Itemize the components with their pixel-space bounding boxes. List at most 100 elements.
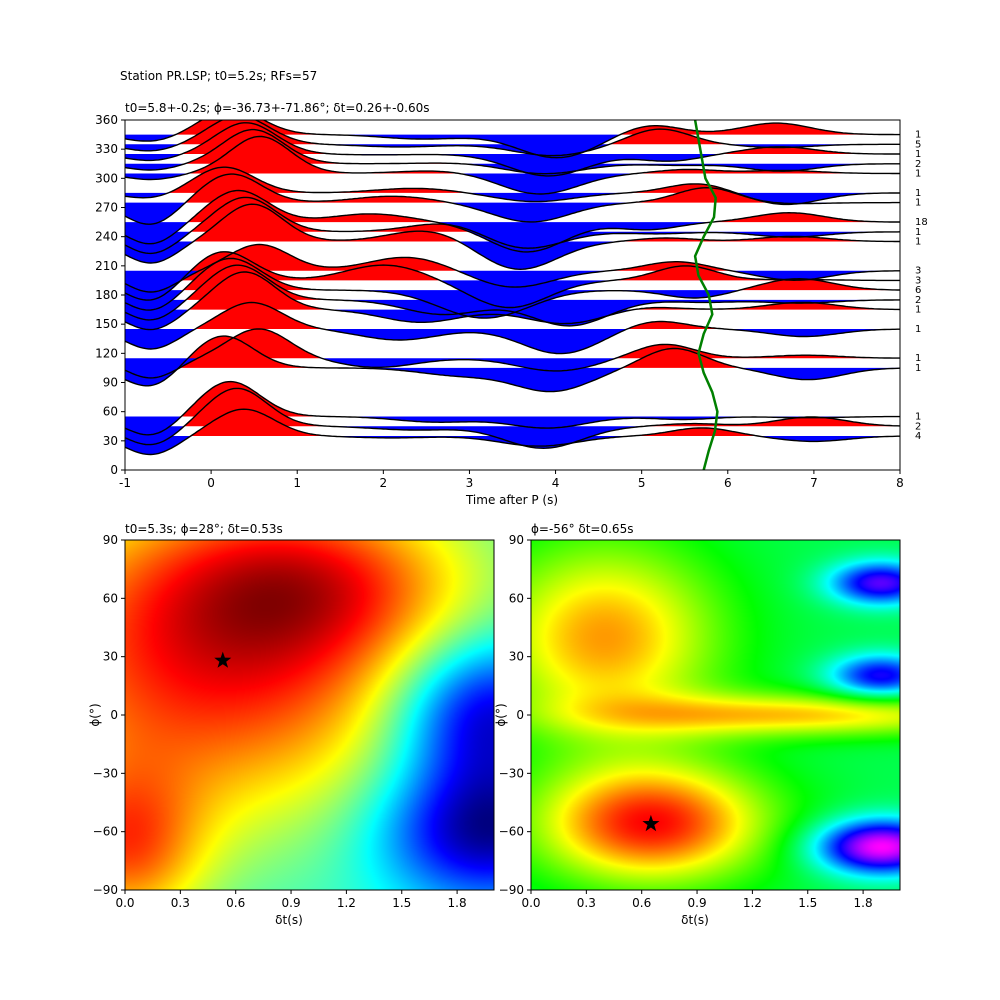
rf-trace-line	[125, 166, 900, 206]
y-tick-label: 0	[516, 708, 524, 722]
x-tick-label: 1	[293, 476, 301, 490]
rf-trace-positive-fill	[125, 302, 900, 330]
rf-trace-positive-fill	[125, 244, 900, 271]
trace-count-label: 3	[915, 266, 921, 277]
y-tick-label: 270	[95, 201, 118, 215]
y-tick-label: 210	[95, 259, 118, 273]
x-tick-label: 0.9	[282, 896, 301, 910]
x-tick-label: 7	[810, 476, 818, 490]
rf-trace-positive-fill	[125, 190, 900, 223]
moveout-curve	[693, 120, 719, 470]
y-tick-label: −60	[93, 825, 118, 839]
rf-trace-line	[125, 264, 900, 327]
x-tick-label: 3	[466, 476, 474, 490]
x-tick-label: 2	[380, 476, 388, 490]
right-panel-ylabel: ϕ(°)	[494, 703, 508, 726]
rf-trace-negative-fill	[125, 202, 900, 225]
rf-trace-negative-fill	[125, 329, 900, 354]
right-axes: 0.0 0.3 0.6 0.9 1.2 1.5 1.8 −90 −60 −30 0 30 60 90	[499, 533, 873, 910]
trace-count-label: 1	[915, 353, 921, 364]
rf-trace-line	[125, 380, 900, 436]
x-tick-label: 0.0	[115, 896, 134, 910]
trace-count-label: 5	[915, 139, 921, 150]
trace-count-label: 1	[915, 198, 921, 209]
y-tick-label: 120	[95, 346, 118, 360]
trace-count-label: 1	[915, 168, 921, 179]
best-fit-star	[642, 814, 660, 832]
rf-trace-positive-fill	[125, 120, 900, 145]
x-tick-label: 1.2	[743, 896, 762, 910]
y-tick-label: −30	[499, 766, 524, 780]
rf-trace-positive-fill	[125, 328, 900, 359]
rf-trace-positive-fill	[125, 258, 900, 291]
y-tick-label: 300	[95, 171, 118, 185]
rf-trace-negative-fill	[125, 173, 900, 194]
y-tick-label: 60	[509, 591, 524, 605]
right-heatmap	[531, 540, 900, 890]
x-tick-label: 5	[638, 476, 646, 490]
x-tick-label: 8	[896, 476, 904, 490]
rf-trace-line	[125, 120, 900, 157]
rf-trace-line	[125, 335, 900, 393]
left-heatmap	[125, 540, 494, 890]
x-tick-label: 0	[207, 476, 215, 490]
rf-trace-positive-fill	[125, 251, 900, 281]
y-tick-label: −90	[499, 883, 524, 897]
rf-trace-line	[125, 128, 900, 175]
rf-trace-line	[125, 173, 900, 225]
trace-count-label: 3	[915, 275, 921, 286]
rf-trace-negative-fill	[125, 144, 900, 156]
moveout-line	[693, 120, 719, 470]
rf-trace-positive-fill	[125, 265, 900, 300]
rf-trace-negative-fill	[125, 270, 900, 292]
trace-count-label: 2	[915, 295, 921, 306]
trace-count-label: 1	[915, 412, 921, 423]
rf-trace-line	[125, 328, 900, 379]
x-tick-label: 1.2	[337, 896, 356, 910]
rf-trace-positive-fill	[125, 174, 900, 203]
rf-axes: -1 0 1 2 3 4 5 6 7 803060901201501802102402703003…	[95, 113, 904, 490]
rf-trace-negative-fill	[125, 416, 900, 435]
x-tick-label: 0.6	[226, 896, 245, 910]
rf-trace-line	[125, 243, 900, 293]
y-tick-label: 30	[103, 434, 118, 448]
rf-trace-line	[125, 120, 900, 159]
y-tick-label: 60	[103, 591, 118, 605]
rf-wiggles	[125, 120, 900, 456]
rf-panel-title: t0=5.8+-0.2s; ϕ=-36.73+-71.86°; δt=0.26+…	[125, 101, 429, 115]
trace-count-label: 6	[915, 285, 921, 296]
trace-count-label: 1	[915, 188, 921, 199]
rf-trace-line	[125, 271, 900, 331]
y-tick-label: 30	[103, 650, 118, 664]
grid-search-right: ϕ=-56° δt=0.65s 0.0 0.3 0.6 0.9 1.2 1.5 1.8 −90…	[494, 522, 901, 927]
y-tick-label: −60	[499, 825, 524, 839]
right-panel-xlabel: δt(s)	[681, 913, 709, 927]
y-tick-label: 180	[95, 288, 118, 302]
x-tick-label: 0.3	[171, 896, 190, 910]
left-panel-ylabel: ϕ(°)	[88, 703, 102, 726]
rf-trace-line	[125, 196, 900, 255]
rf-trace-line	[125, 387, 900, 450]
rf-trace-negative-fill	[125, 280, 900, 308]
y-tick-label: 90	[509, 533, 524, 547]
rf-trace-negative-fill	[125, 154, 900, 176]
rf-trace-line	[125, 203, 900, 271]
x-tick-label: 0.0	[521, 896, 540, 910]
rf-trace-positive-fill	[125, 381, 900, 417]
y-tick-label: 240	[95, 230, 118, 244]
y-tick-label: −90	[93, 883, 118, 897]
rf-trace-line	[125, 301, 900, 355]
rf-trace-positive-fill	[125, 409, 900, 436]
y-tick-label: 90	[103, 533, 118, 547]
trace-count-label: 1	[915, 227, 921, 238]
grid-search-left: t0=5.3s; ϕ=28°; δt=0.53s 0.0 0.3 0.6 0.9 1.2…	[88, 522, 495, 927]
rf-trace-positive-fill	[125, 167, 900, 193]
trace-count-label: 18	[915, 217, 928, 228]
figure-suptitle: Station PR.LSP; t0=5.2s; RFs=57	[120, 69, 317, 83]
y-tick-label: 30	[509, 650, 524, 664]
rf-trace-line	[125, 251, 900, 309]
x-tick-label: 1.5	[392, 896, 411, 910]
left-panel-title: t0=5.3s; ϕ=28°; δt=0.53s	[125, 522, 283, 536]
